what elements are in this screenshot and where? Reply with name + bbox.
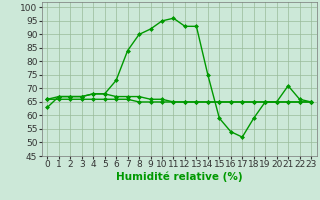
X-axis label: Humidité relative (%): Humidité relative (%)	[116, 172, 243, 182]
